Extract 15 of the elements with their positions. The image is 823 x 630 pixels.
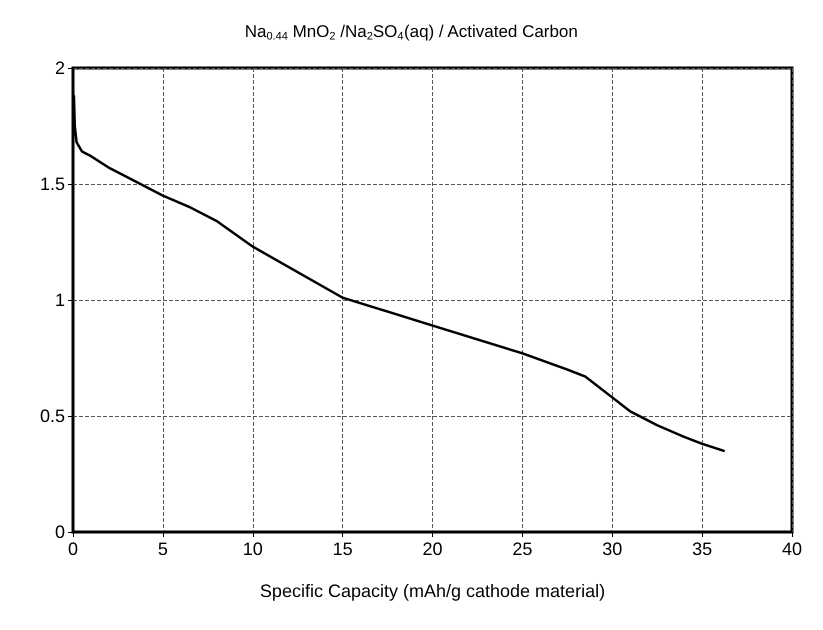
y-tick-label: 0: [54, 522, 65, 542]
x-tick-label: 40: [782, 539, 802, 559]
x-tick-label: 35: [692, 539, 712, 559]
x-axis-title: Specific Capacity (mAh/g cathode material): [260, 581, 606, 601]
x-tick-label: 10: [242, 539, 263, 559]
x-tick-label: 20: [422, 539, 443, 559]
y-tick-label: 1: [54, 290, 65, 310]
x-tick-label: 15: [332, 539, 353, 559]
x-tick-label: 25: [512, 539, 532, 559]
y-tick-label: 2: [54, 58, 65, 78]
y-tick-label: 1.5: [40, 174, 65, 194]
y-tick-label: 0.5: [40, 406, 65, 426]
x-tick-label: 5: [158, 539, 168, 559]
x-tick-label: 0: [68, 539, 78, 559]
x-tick-label: 30: [602, 539, 622, 559]
